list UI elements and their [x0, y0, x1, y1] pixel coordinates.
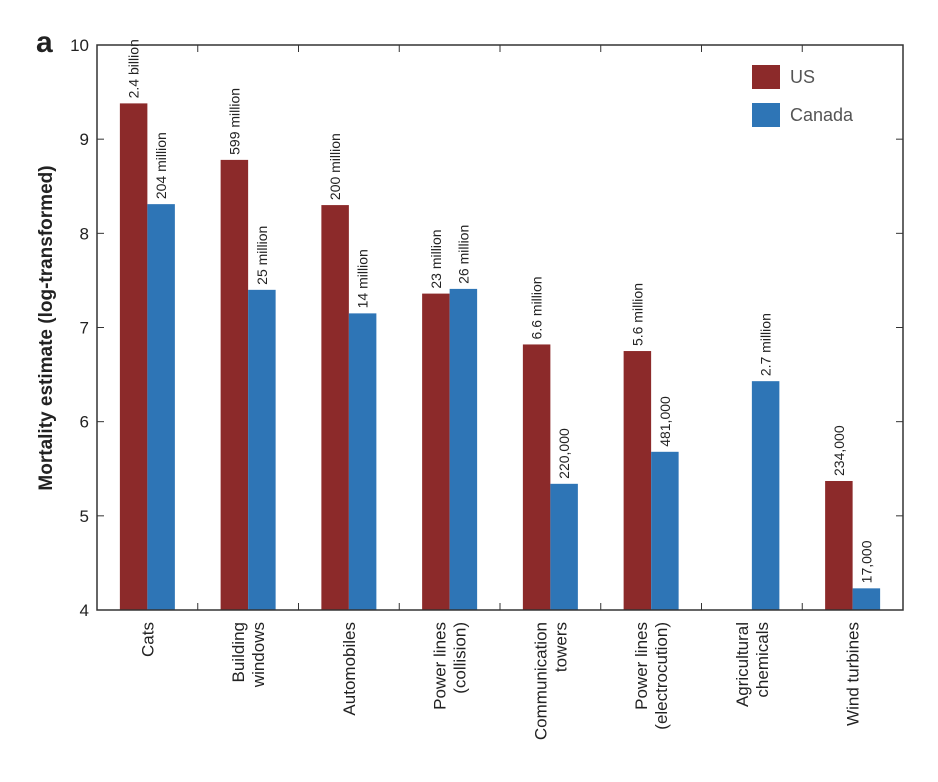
bar [147, 204, 175, 610]
value-label: 2.7 million [758, 313, 774, 376]
value-label: 599 million [226, 88, 242, 155]
y-tick-label: 8 [80, 224, 89, 243]
bar [348, 313, 377, 610]
value-label: 23 million [428, 229, 444, 288]
value-label: 200 million [327, 133, 343, 200]
x-tick-label: chemicals [753, 622, 772, 698]
value-label: 6.6 million [529, 276, 545, 339]
value-label: 14 million [355, 249, 371, 308]
x-tick-label: (collision) [451, 622, 470, 694]
bar [751, 381, 780, 610]
y-tick-label: 6 [80, 413, 89, 432]
value-label: 220,000 [556, 428, 572, 479]
bar [550, 483, 578, 610]
legend-label: Canada [790, 105, 854, 125]
x-tick-label: towers [551, 622, 570, 672]
bar [220, 159, 249, 610]
value-label: 2.4 billion [126, 39, 142, 98]
x-tick-label: Cats [138, 622, 157, 657]
bar [825, 480, 853, 610]
legend-swatch [752, 103, 780, 127]
x-tick-label: Wind turbines [844, 622, 863, 726]
y-tick-label: 10 [70, 36, 89, 55]
y-tick-label: 9 [80, 130, 89, 149]
y-axis-label: Mortality estimate (log-transformed) [36, 165, 57, 490]
x-tick-label: Agricultural [733, 622, 752, 707]
value-label: 234,000 [831, 425, 847, 476]
bar [623, 351, 652, 610]
value-label: 25 million [254, 226, 270, 285]
bar [321, 205, 349, 611]
x-tick-label: Automobiles [340, 622, 359, 716]
bar [852, 588, 881, 610]
bar [119, 103, 148, 610]
bar [422, 293, 450, 610]
value-label: 26 million [455, 225, 471, 284]
bar [651, 451, 679, 610]
y-tick-label: 4 [80, 601, 89, 620]
x-tick-label: windows [249, 622, 268, 688]
x-tick-label: Power lines [632, 622, 651, 710]
x-tick-label: Power lines [431, 622, 450, 710]
x-tick-label: Communication [531, 622, 550, 740]
bar [522, 344, 551, 610]
panel-label: a [36, 26, 53, 59]
value-label: 481,000 [657, 396, 673, 447]
bar [449, 288, 478, 610]
legend-swatch [752, 65, 780, 89]
value-label: 17,000 [858, 540, 874, 583]
value-label: 204 million [153, 132, 169, 199]
plot-frame [96, 44, 904, 611]
y-tick-label: 7 [80, 319, 89, 338]
value-label: 5.6 million [629, 283, 645, 346]
legend-label: US [790, 67, 815, 87]
bar [248, 289, 276, 610]
x-tick-label: (electrocution) [652, 622, 671, 730]
x-tick-label: Building [229, 622, 248, 683]
y-tick-label: 5 [80, 507, 89, 526]
